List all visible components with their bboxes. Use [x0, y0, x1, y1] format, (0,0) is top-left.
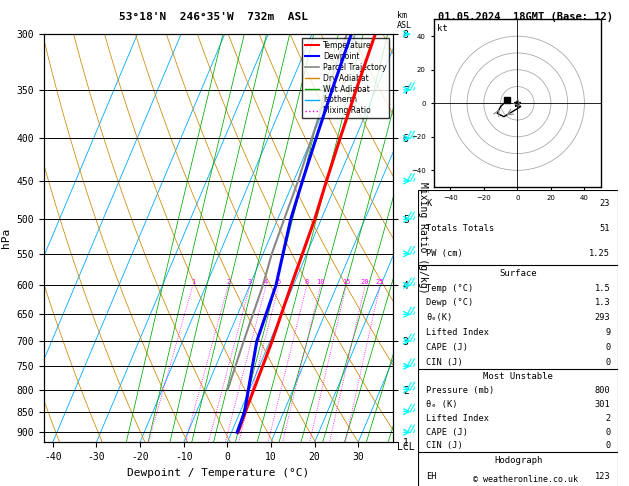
- Y-axis label: hPa: hPa: [1, 228, 11, 248]
- Text: PW (cm): PW (cm): [426, 249, 463, 258]
- Text: Totals Totals: Totals Totals: [426, 224, 494, 233]
- Text: 0: 0: [605, 428, 610, 436]
- Text: CIN (J): CIN (J): [426, 358, 463, 367]
- Text: 9: 9: [605, 328, 610, 337]
- Legend: Temperature, Dewpoint, Parcel Trajectory, Dry Adiabat, Wet Adiabat, Isotherm, Mi: Temperature, Dewpoint, Parcel Trajectory…: [302, 38, 389, 119]
- Text: 51: 51: [600, 224, 610, 233]
- X-axis label: Dewpoint / Temperature (°C): Dewpoint / Temperature (°C): [128, 468, 309, 478]
- Text: 1.25: 1.25: [589, 249, 610, 258]
- Text: 23: 23: [600, 199, 610, 208]
- Text: LCL: LCL: [397, 442, 415, 452]
- Text: K: K: [426, 199, 431, 208]
- Text: Temp (°C): Temp (°C): [426, 283, 474, 293]
- Text: 25: 25: [376, 279, 384, 285]
- Text: 15: 15: [342, 279, 350, 285]
- Text: 1: 1: [191, 279, 195, 285]
- Text: Lifted Index: Lifted Index: [426, 414, 489, 423]
- Text: 10: 10: [316, 279, 325, 285]
- Text: 301: 301: [594, 400, 610, 409]
- Text: θₑ(K): θₑ(K): [426, 313, 452, 322]
- Text: 2: 2: [226, 279, 230, 285]
- Text: 1.3: 1.3: [594, 298, 610, 308]
- Text: 800: 800: [594, 386, 610, 395]
- Text: Hodograph: Hodograph: [494, 456, 542, 465]
- Text: 8: 8: [304, 279, 309, 285]
- Text: EH: EH: [426, 472, 437, 481]
- Text: θₑ (K): θₑ (K): [426, 400, 458, 409]
- Text: 0: 0: [605, 441, 610, 451]
- Text: 293: 293: [594, 313, 610, 322]
- Text: 53°18'N  246°35'W  732m  ASL: 53°18'N 246°35'W 732m ASL: [120, 12, 308, 22]
- Text: 0: 0: [605, 343, 610, 352]
- Text: 3: 3: [248, 279, 252, 285]
- Text: © weatheronline.co.uk: © weatheronline.co.uk: [473, 474, 577, 484]
- Text: 01.05.2024  18GMT (Base: 12): 01.05.2024 18GMT (Base: 12): [438, 12, 613, 22]
- Text: 2: 2: [605, 414, 610, 423]
- Text: CAPE (J): CAPE (J): [426, 428, 468, 436]
- Text: Dewp (°C): Dewp (°C): [426, 298, 474, 308]
- Text: 0: 0: [605, 358, 610, 367]
- Text: 4: 4: [264, 279, 268, 285]
- Text: Lifted Index: Lifted Index: [426, 328, 489, 337]
- Text: 123: 123: [594, 472, 610, 481]
- Text: 5: 5: [277, 279, 281, 285]
- Text: Surface: Surface: [499, 269, 537, 278]
- Text: 20: 20: [361, 279, 369, 285]
- Text: CAPE (J): CAPE (J): [426, 343, 468, 352]
- Text: Pressure (mb): Pressure (mb): [426, 386, 494, 395]
- Y-axis label: Mixing Ratio (g/kg): Mixing Ratio (g/kg): [418, 182, 428, 294]
- Text: kt: kt: [437, 24, 448, 34]
- Text: 1.5: 1.5: [594, 283, 610, 293]
- Text: Most Unstable: Most Unstable: [483, 372, 554, 382]
- Text: CIN (J): CIN (J): [426, 441, 463, 451]
- Text: km
ASL: km ASL: [397, 11, 411, 30]
